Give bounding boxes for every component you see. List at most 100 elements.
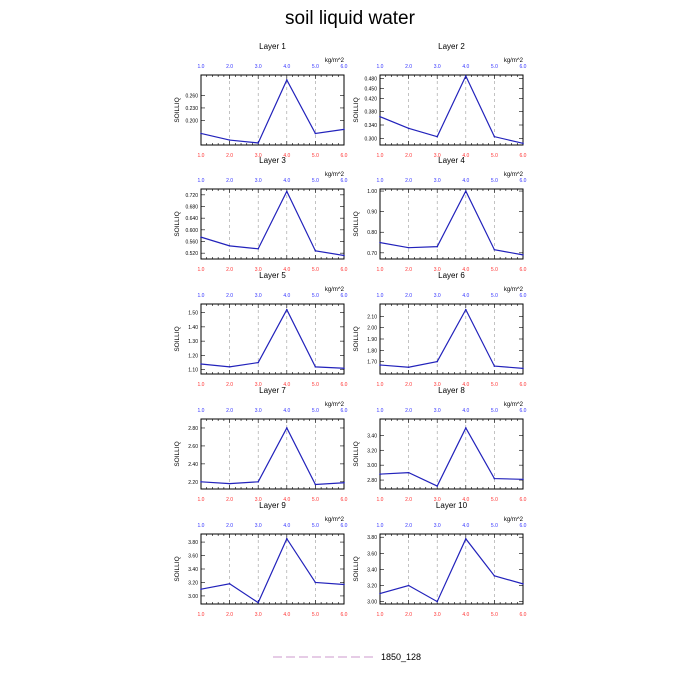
y-tick-label: 3.60: [367, 551, 377, 557]
plot-frame: [200, 418, 345, 490]
x-tick-label-top: 2.0: [405, 293, 412, 299]
x-tick-label-top: 4.0: [462, 293, 469, 299]
y-tick-label: 1.30: [188, 339, 198, 345]
data-point: [436, 600, 439, 603]
y-tick-label: 0.300: [364, 136, 377, 142]
subplot-3: Layer 3 kg/m^2 1.0 1.0 2.0 2.0 3.0 3.0 4.0 4.0 5.0…: [174, 156, 348, 273]
x-tick-label-top: 2.0: [405, 64, 412, 70]
data-point: [314, 250, 317, 252]
x-tick-label-top: 1.0: [377, 408, 384, 414]
y-tick-label: 1.80: [367, 348, 377, 354]
data-point: [257, 481, 260, 483]
y-tick-label: 0.680: [185, 205, 198, 211]
subplot-title: Layer 2: [438, 42, 465, 51]
data-point: [465, 427, 467, 429]
x-tick-label-bottom: 1.0: [377, 267, 384, 273]
data-point: [257, 142, 260, 144]
x-tick-label-bottom: 3.0: [434, 612, 441, 618]
x-tick-label-top: 3.0: [255, 178, 262, 184]
y-axis-label: SOILLIQ: [353, 441, 360, 466]
subplot-9: Layer 9 kg/m^2 1.0 1.0 2.0 2.0 3.0 3.0 4.0 4.0 5.0…: [174, 501, 348, 618]
data-point: [522, 367, 524, 370]
x-tick-label-top: 6.0: [341, 408, 348, 414]
x-tick-label-bottom: 6.0: [520, 382, 527, 388]
x-tick-label-top: 2.0: [226, 408, 233, 414]
y-tick-label: 0.560: [185, 240, 198, 246]
series-line: [379, 426, 524, 487]
data-point: [379, 241, 381, 244]
x-tick-label-top: 1.0: [377, 178, 384, 184]
x-tick-label-top: 5.0: [312, 523, 319, 529]
x-tick-label-bottom: 5.0: [491, 382, 498, 388]
x-tick-label-bottom: 4.0: [462, 267, 469, 273]
x-tick-label-bottom: 1.0: [377, 497, 384, 503]
series-line: [379, 537, 524, 603]
x-tick-label-top: 4.0: [462, 178, 469, 184]
data-point: [343, 583, 345, 586]
subplot-title: Layer 7: [259, 386, 286, 395]
x-tick-label-bottom: 1.0: [198, 153, 205, 159]
x-tick-label-bottom: 3.0: [255, 382, 262, 388]
y-tick-label: 0.520: [185, 251, 198, 257]
series-line: [379, 308, 524, 369]
x-tick-label-bottom: 6.0: [341, 267, 348, 273]
x-tick-label-top: 5.0: [312, 178, 319, 184]
subplot-title: Layer 8: [438, 386, 465, 395]
x-tick-label-top: 2.0: [405, 178, 412, 184]
x-tick-label-bottom: 3.0: [434, 382, 441, 388]
data-point: [257, 247, 260, 250]
series-line: [200, 78, 345, 144]
x-tick-label-top: 4.0: [462, 408, 469, 414]
x-tick-label-top: 6.0: [520, 523, 527, 529]
x-tick-label-bottom: 3.0: [434, 497, 441, 503]
subplot-title: Layer 10: [436, 501, 468, 510]
x-tick-label-bottom: 6.0: [341, 153, 348, 159]
y-tick-label: 1.20: [188, 353, 198, 359]
plot-frame: [379, 418, 524, 490]
x-tick-label-bottom: 5.0: [312, 267, 319, 273]
x-tick-label-top: 1.0: [198, 523, 205, 529]
y-axis-label: SOILLIQ: [174, 97, 181, 122]
x-tick-label-top: 1.0: [198, 64, 205, 70]
x-tick-label-bottom: 3.0: [255, 497, 262, 503]
units-label: kg/m^2: [325, 402, 345, 408]
figure-legend: 1850_128: [273, 652, 421, 662]
y-axis-label: SOILLIQ: [174, 556, 181, 581]
data-point: [465, 190, 467, 192]
units-label: kg/m^2: [504, 287, 524, 293]
data-point: [522, 478, 524, 481]
y-tick-label: 3.00: [367, 600, 377, 606]
data-point: [228, 482, 231, 485]
x-tick-label-top: 3.0: [434, 523, 441, 529]
x-tick-label-bottom: 2.0: [226, 382, 233, 388]
x-tick-label-bottom: 5.0: [312, 382, 319, 388]
subplot-1: Layer 1 kg/m^2 1.0 1.0 2.0 2.0 3.0 3.0 4.0 4.0 5.0…: [174, 42, 348, 159]
x-tick-label-top: 2.0: [405, 523, 412, 529]
x-tick-label-top: 2.0: [226, 293, 233, 299]
y-tick-label: 1.10: [188, 368, 198, 374]
subplot-title: Layer 5: [259, 271, 286, 280]
y-tick-label: 1.90: [367, 337, 377, 343]
data-point: [257, 601, 260, 604]
x-tick-label-top: 6.0: [341, 293, 348, 299]
x-tick-label-top: 6.0: [520, 64, 527, 70]
x-tick-label-top: 3.0: [434, 64, 441, 70]
x-tick-label-top: 4.0: [283, 293, 290, 299]
figure-title: soil liquid water: [285, 8, 415, 29]
x-tick-label-bottom: 6.0: [520, 153, 527, 159]
x-tick-label-bottom: 4.0: [283, 267, 290, 273]
subplot-title: Layer 6: [438, 271, 465, 280]
subplot-7: Layer 7 kg/m^2 1.0 1.0 2.0 2.0 3.0 3.0 4.0 4.0 5.0…: [174, 386, 348, 503]
x-tick-label-bottom: 5.0: [491, 153, 498, 159]
data-point: [200, 363, 202, 365]
x-tick-label-top: 1.0: [377, 523, 384, 529]
units-label: kg/m^2: [325, 517, 345, 523]
data-point: [286, 308, 288, 311]
x-tick-label-bottom: 3.0: [255, 612, 262, 618]
x-tick-label-top: 1.0: [198, 178, 205, 184]
x-tick-label-top: 5.0: [491, 178, 498, 184]
data-point: [314, 132, 317, 135]
y-tick-label: 3.20: [367, 583, 377, 589]
x-tick-label-bottom: 4.0: [462, 382, 469, 388]
series-line: [200, 189, 345, 257]
